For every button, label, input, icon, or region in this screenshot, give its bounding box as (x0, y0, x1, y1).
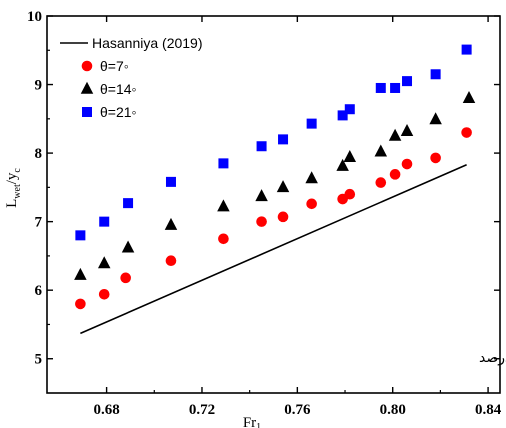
data-point-square (430, 69, 441, 80)
data-point-triangle (462, 91, 476, 104)
data-point-square (218, 158, 229, 169)
data-point-circle (461, 127, 472, 138)
data-point-triangle (276, 180, 290, 193)
y-tick-label: 5 (35, 352, 43, 368)
series-circle (75, 127, 472, 310)
data-points (74, 44, 476, 310)
data-point-circle (256, 216, 267, 227)
data-point-square (99, 216, 110, 227)
data-point-circle (344, 188, 356, 200)
x-axis-label: Fr1 (243, 415, 261, 428)
data-point-square (75, 230, 86, 241)
legend-label-triangle: θ=14◦ (100, 81, 137, 97)
data-point-circle (401, 158, 413, 170)
hasanniya-line (80, 164, 467, 335)
axis-ticks: 0.68 0.72 0.76 0.80 0.84 5 6 7 8 9 10 (27, 9, 502, 418)
data-point-square (344, 104, 355, 115)
data-point-triangle (388, 128, 402, 141)
legend-label-square: θ=21◦ (100, 104, 137, 120)
legend-label-line: Hasanniya (2019) (92, 35, 203, 51)
data-point-circle (277, 211, 289, 223)
data-point-triangle (336, 158, 349, 171)
x-tick-label: 0.72 (189, 402, 215, 418)
legend-swatch-circle (81, 60, 93, 72)
data-point-triangle (97, 256, 111, 269)
x-tick-label: 0.84 (475, 402, 502, 418)
y-tick-label: 8 (35, 146, 43, 162)
y-tick-label: 6 (35, 283, 43, 299)
x-tick-label: 0.80 (380, 402, 406, 418)
y-tick-label: 7 (35, 215, 43, 231)
data-point-circle (389, 169, 401, 180)
data-point-triangle (429, 112, 442, 125)
data-point-triangle (217, 199, 230, 212)
data-point-triangle (305, 171, 318, 184)
x-tick-label: 0.68 (93, 402, 119, 418)
data-point-circle (120, 272, 131, 284)
x-tick-label: 0.76 (284, 402, 311, 418)
data-point-square (402, 76, 413, 87)
series-triangle (74, 91, 476, 280)
data-point-triangle (400, 123, 414, 136)
data-point-circle (165, 255, 177, 267)
data-point-triangle (374, 144, 388, 157)
data-point-square (256, 141, 267, 152)
data-point-triangle (74, 267, 87, 280)
data-point-circle (75, 298, 86, 310)
data-point-square (375, 82, 386, 93)
data-point-circle (430, 152, 441, 164)
y-tick-label: 10 (27, 9, 42, 25)
data-point-square (306, 118, 317, 129)
reference-line-layer (80, 164, 467, 335)
data-point-circle (218, 233, 229, 245)
legend-swatch-square (82, 107, 92, 117)
legend-swatch-triangle (80, 81, 94, 94)
series-square (75, 44, 472, 241)
data-point-triangle (121, 240, 135, 253)
data-point-square (337, 110, 348, 121)
legend: Hasanniya (2019) θ=7◦ θ=14◦ θ=21◦ (60, 35, 203, 120)
data-point-triangle (343, 150, 357, 163)
y-tick-label: 9 (35, 78, 43, 94)
data-point-circle (306, 198, 317, 210)
plot-frame (46, 15, 501, 394)
data-point-triangle (255, 189, 268, 202)
y-axis-label: Lwet/yc (4, 168, 23, 208)
chart-frame (46, 15, 501, 394)
data-point-square (123, 198, 134, 209)
data-point-square (278, 134, 289, 145)
legend-label-circle: θ=7◦ (100, 58, 129, 74)
data-point-square (165, 176, 176, 187)
data-point-square (390, 82, 401, 93)
data-point-circle (98, 288, 110, 300)
data-point-circle (375, 177, 387, 188)
data-point-square (461, 44, 472, 55)
chart-annotation: الـف) تخلخـــل ۴۰ درصد (479, 350, 506, 366)
data-point-triangle (164, 217, 178, 230)
